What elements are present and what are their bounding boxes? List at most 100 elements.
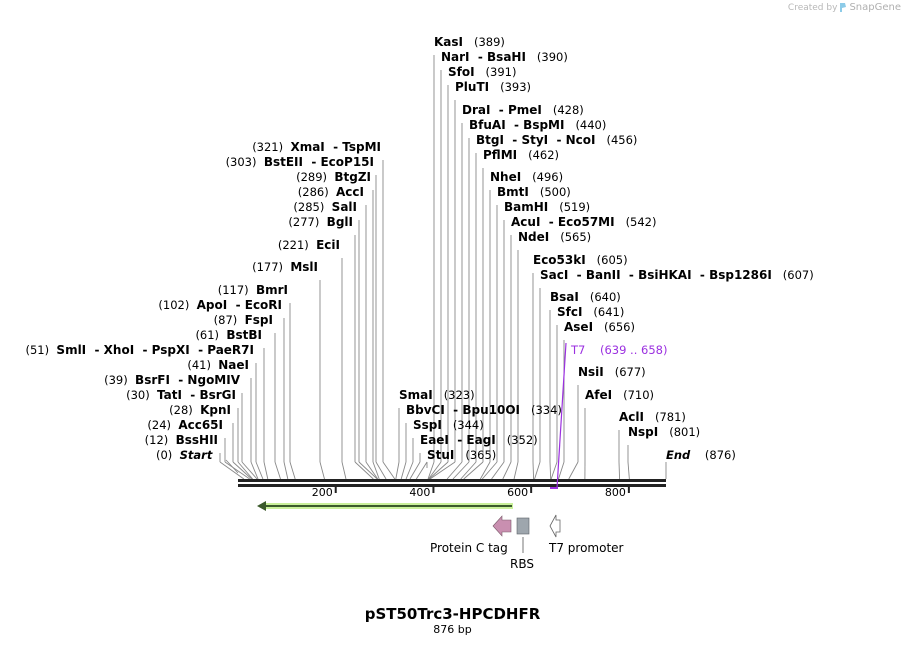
site-label[interactable]: (221) EciI: [277, 238, 340, 252]
site-leader: [219, 461, 245, 480]
backbone-bottom-strand: [238, 484, 666, 487]
site-label[interactable]: AcuI - Eco57MI (542): [511, 215, 657, 229]
site-label[interactable]: BbvCI - Bpu10OI (334): [406, 403, 562, 417]
credit-text: Created by: [787, 2, 838, 13]
site-leader: [405, 461, 414, 480]
site-leader: [491, 461, 505, 480]
site-label[interactable]: PflMI (462): [483, 148, 560, 162]
site-label[interactable]: NheI (496): [490, 170, 564, 184]
site-label[interactable]: SspI (344): [413, 418, 484, 432]
site-label[interactable]: (321) XmaI - TspMI: [252, 140, 381, 154]
site-label[interactable]: (28) KpnI: [169, 403, 231, 417]
site-leader: [534, 461, 541, 480]
site-label[interactable]: (51) SmlI - XhoI - PspXI - PaeR7I: [25, 343, 255, 357]
site-label[interactable]: (285) SalI: [293, 200, 357, 214]
site-leader: [429, 461, 456, 480]
axis-tick-label: 600: [507, 486, 528, 499]
axis-tick-label: 800: [605, 486, 626, 499]
site-label[interactable]: StuI (365): [427, 448, 497, 462]
orf-feature[interactable]: [257, 501, 513, 511]
site-label[interactable]: (177) MslI: [252, 260, 318, 274]
axis-tick-label: 400: [409, 486, 430, 499]
site-leader: [250, 461, 259, 480]
site-leader: [513, 461, 519, 480]
t7-primer-leader: [556, 342, 567, 489]
site-label[interactable]: NdeI (565): [518, 230, 592, 244]
backbone-top-strand: [238, 479, 666, 482]
site-label[interactable]: (87) FspI: [213, 313, 273, 327]
site-leader: [452, 461, 470, 480]
site-label[interactable]: SmaI (323): [399, 388, 475, 402]
site-leader: [532, 461, 535, 480]
site-label[interactable]: (289) BtgZI: [296, 170, 371, 184]
site-label[interactable]: (61) BstBI: [195, 328, 262, 342]
site-label[interactable]: BamHI (519): [504, 200, 591, 214]
snapgene-credit: Created by SnapGene: [788, 2, 901, 13]
end-label: End (876): [666, 448, 736, 462]
site-label[interactable]: (117) BmrI: [217, 283, 288, 297]
site-leader: [409, 461, 421, 480]
site-leader: [224, 461, 250, 480]
site-leader: [283, 461, 289, 480]
site-leader: [428, 461, 442, 480]
t7-promoter-feature[interactable]: [549, 514, 561, 538]
site-leader: [241, 461, 258, 480]
site-leader: [319, 461, 325, 480]
site-label[interactable]: BtgI - StyI - NcoI (456): [476, 133, 638, 147]
site-leader: [627, 461, 630, 480]
site-label[interactable]: DraI - PmeI (428): [462, 103, 584, 117]
site-label[interactable]: (30) TatI - BsrGI: [126, 388, 236, 402]
site-leader: [446, 461, 463, 480]
site-label[interactable]: (286) AccI: [297, 185, 364, 199]
site-lines: [219, 55, 667, 480]
site-label[interactable]: AclI (781): [619, 410, 686, 424]
site-leader: [502, 461, 512, 480]
site-label[interactable]: BfuAI - BspMI (440): [469, 118, 607, 132]
axis-tick-label: 200: [312, 486, 333, 499]
rbs-feature[interactable]: [516, 517, 530, 535]
site-label[interactable]: (41) NaeI: [187, 358, 249, 372]
site-label[interactable]: NarI - BsaHI (390): [441, 50, 568, 64]
credit-brand: SnapGene: [849, 2, 901, 13]
site-leader: [382, 461, 396, 480]
site-label[interactable]: (24) Acc65I: [147, 418, 223, 432]
map-length: 876 bp: [433, 623, 472, 636]
rbs-label: RBS: [510, 557, 534, 571]
t7-promoter-label: T7 promoter: [549, 541, 624, 555]
site-leader: [375, 461, 387, 480]
site-leader: [558, 461, 565, 480]
site-label[interactable]: BmtI (500): [497, 185, 571, 199]
site-label[interactable]: (303) BstEII - EcoP15I: [225, 155, 374, 169]
site-label[interactable]: NsiI (677): [578, 365, 646, 379]
site-leader: [395, 461, 400, 480]
site-leader: [372, 461, 380, 480]
site-leader: [479, 461, 491, 480]
site-label[interactable]: BsaI (640): [550, 290, 621, 304]
site-label[interactable]: KasI (389): [434, 35, 505, 49]
site-label[interactable]: SacI - BanII - BsiHKAI - Bsp1286I (607): [540, 268, 814, 282]
t7-primer-label[interactable]: T7 (639 .. 658): [571, 343, 668, 357]
map-title: pST50Trc3-HPCDHFR: [364, 605, 541, 623]
protein-c-tag-feature[interactable]: [492, 515, 512, 537]
site-leader: [255, 461, 264, 480]
site-leader: [428, 461, 449, 480]
site-label[interactable]: AseI (656): [564, 320, 635, 334]
site-label[interactable]: (277) BglI: [288, 215, 353, 229]
site-leader: [341, 461, 347, 480]
site-label[interactable]: EaeI - EagI (352): [420, 433, 538, 447]
site-label[interactable]: Eco53kI (605): [533, 253, 628, 267]
site-label[interactable]: (12) BssHII: [144, 433, 218, 447]
site-label[interactable]: NspI (801): [628, 425, 701, 439]
site-label[interactable]: PluTI (393): [455, 80, 532, 94]
site-label[interactable]: SfoI (391): [448, 65, 517, 79]
site-label[interactable]: (39) BsrFI - NgoMIV: [104, 373, 240, 387]
site-label[interactable]: (102) ApoI - EcoRI: [158, 298, 282, 312]
site-leader: [263, 461, 269, 480]
site-leader: [365, 461, 379, 480]
site-leader: [549, 461, 552, 480]
site-leader: [400, 461, 407, 480]
site-label[interactable]: AfeI (710): [585, 388, 655, 402]
site-leader: [618, 461, 621, 480]
site-label[interactable]: SfcI (641): [557, 305, 625, 319]
